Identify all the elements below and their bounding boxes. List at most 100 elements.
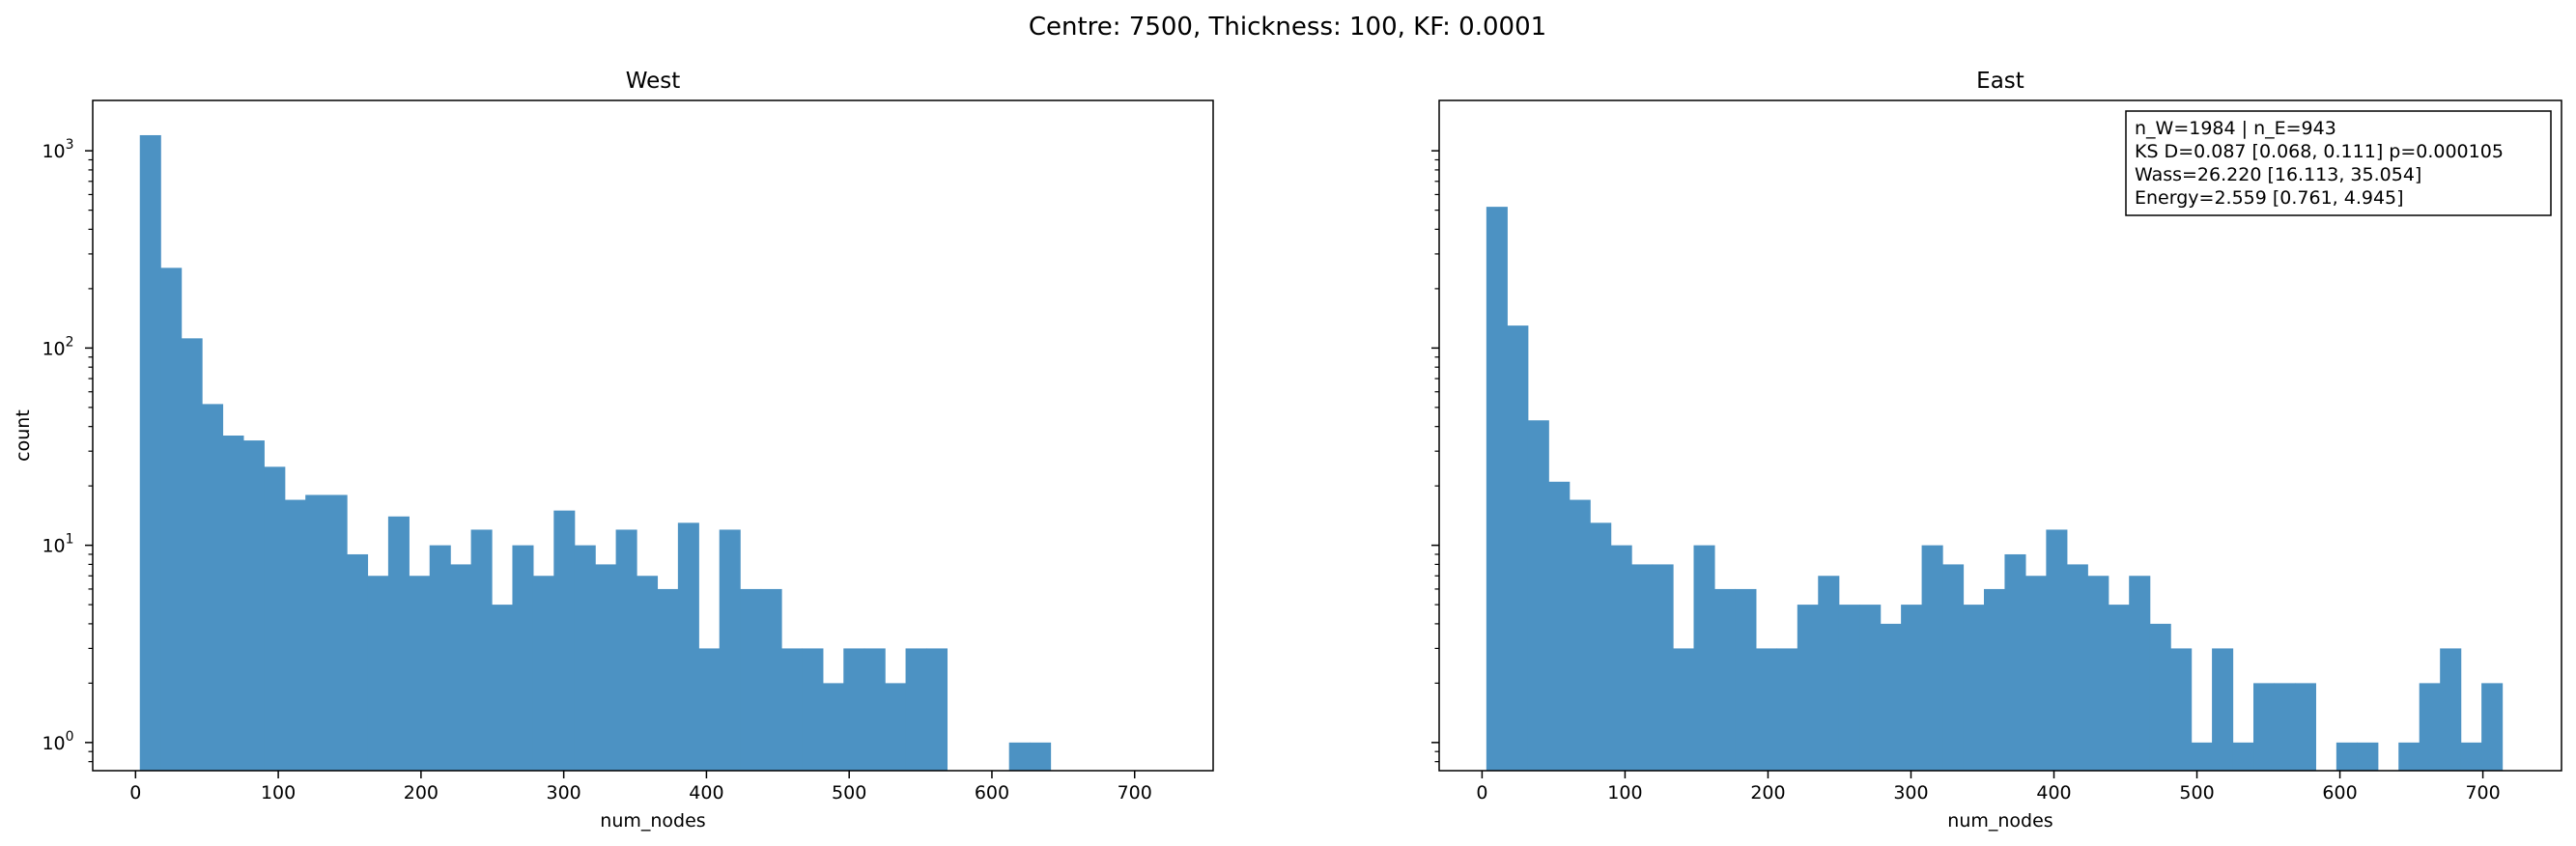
- west-bar: [885, 683, 907, 771]
- east-bar: [1610, 545, 1632, 771]
- east-x-tick-label: 600: [2322, 782, 2357, 804]
- east-bar: [1797, 605, 1819, 771]
- west-x-tick-label: 600: [975, 782, 1009, 804]
- east-bar: [2191, 742, 2213, 771]
- east-x-tick-label: 0: [1476, 782, 1487, 804]
- east-x-tick-label: 100: [1607, 782, 1642, 804]
- west-bar: [780, 648, 804, 771]
- west-x-axis: 0 100 200 300 400 500 600 700: [129, 771, 1152, 804]
- west-bar: [760, 588, 782, 771]
- east-stats-box: n_W=1984 | n_E=943 KS D=0.087 [0.068, 0.…: [2125, 110, 2552, 216]
- west-bar: [367, 576, 389, 771]
- west-bar: [429, 545, 451, 771]
- east-bar: [1963, 605, 1985, 771]
- west-bar: [925, 648, 948, 771]
- west-bar: [326, 494, 348, 771]
- east-bar: [1693, 545, 1715, 771]
- east-bar: [2398, 742, 2420, 771]
- east-x-tick-label: 700: [2465, 782, 2500, 804]
- east-bar: [1527, 420, 1549, 771]
- east-bar: [1838, 605, 1860, 771]
- west-x-tick-label: 400: [689, 782, 723, 804]
- west-bar: [802, 648, 824, 771]
- west-y-tick-label: 101: [42, 532, 73, 557]
- east-bar: [2212, 648, 2234, 771]
- east-bar: [1713, 588, 1737, 771]
- east-bar: [2294, 683, 2316, 771]
- east-axes-frame: [1438, 99, 2562, 772]
- east-x-tick-label: 300: [1893, 782, 1928, 804]
- east-x-tick-label: 200: [1750, 782, 1785, 804]
- east-x-tick-label: 500: [2179, 782, 2214, 804]
- west-bar: [553, 510, 576, 771]
- east-bar: [1942, 564, 1965, 771]
- east-bar: [2066, 564, 2088, 771]
- east-bar: [2481, 683, 2504, 771]
- west-bar: [657, 588, 679, 771]
- east-bar: [2149, 623, 2171, 771]
- east-bar: [1631, 564, 1654, 771]
- west-x-tick-label: 500: [832, 782, 866, 804]
- stats-line-wasserstein: Wass=26.220 [16.113, 35.054]: [2135, 164, 2421, 185]
- east-bar: [1486, 207, 1508, 771]
- east-title: East: [1976, 69, 2024, 94]
- east-bar: [2108, 605, 2130, 771]
- west-bar: [409, 576, 431, 771]
- east-histogram-bars: [1486, 207, 2504, 771]
- east-bar: [1755, 648, 1777, 771]
- east-bar: [1818, 576, 1840, 771]
- west-bar: [305, 494, 327, 771]
- west-y-tick-label: 100: [42, 729, 73, 754]
- west-bar: [677, 522, 699, 771]
- west-x-tick-label: 300: [547, 782, 581, 804]
- east-bar: [2419, 683, 2441, 771]
- west-bar: [242, 440, 265, 771]
- east-bar: [1652, 564, 1674, 771]
- west-bar: [615, 529, 637, 771]
- west-bar: [905, 648, 927, 771]
- east-x-label: num_nodes: [1947, 810, 2052, 832]
- west-bar: [595, 564, 617, 771]
- west-y-axis: 100 101 102 103: [42, 137, 93, 763]
- east-bar: [2170, 648, 2193, 771]
- east-bar: [1507, 325, 1529, 771]
- east-bar: [2253, 683, 2276, 771]
- west-bar: [450, 564, 472, 771]
- west-x-tick-label: 700: [1118, 782, 1152, 804]
- west-bar: [1008, 742, 1031, 771]
- west-bar: [822, 683, 844, 771]
- west-bar: [512, 545, 534, 771]
- east-bar: [2087, 576, 2109, 771]
- panel-west: West 0 100 200 300 400 500 600 700 100 101 102 103…: [13, 69, 1214, 832]
- west-bar: [843, 648, 865, 771]
- east-bar: [2004, 553, 2026, 771]
- east-bar: [2357, 742, 2379, 771]
- east-bar: [1569, 499, 1591, 771]
- west-bar: [264, 466, 286, 771]
- east-bar: [1548, 481, 1571, 771]
- west-x-label: num_nodes: [600, 810, 705, 832]
- west-bar: [532, 576, 554, 771]
- stats-line-counts: n_W=1984 | n_E=943: [2135, 118, 2336, 139]
- east-bar: [2335, 742, 2358, 771]
- east-bar: [1921, 545, 1943, 771]
- stats-box-frame: [2125, 110, 2552, 216]
- east-bar: [1983, 588, 2006, 771]
- west-y-tick-label: 102: [42, 334, 73, 359]
- stats-line-ks: KS D=0.087 [0.068, 0.111] p=0.000105: [2135, 141, 2504, 162]
- west-bar: [470, 529, 493, 771]
- west-bar: [719, 529, 741, 771]
- west-axes-frame: [92, 99, 1214, 772]
- west-bar: [284, 499, 306, 771]
- west-bar: [492, 605, 514, 771]
- east-bar: [2024, 576, 2047, 771]
- west-title: West: [626, 69, 681, 94]
- east-bar: [1590, 522, 1612, 771]
- east-bar: [2232, 742, 2254, 771]
- east-bar: [2129, 576, 2151, 771]
- east-bar: [1859, 605, 1882, 771]
- west-bar: [181, 338, 203, 771]
- west-bar: [1030, 742, 1052, 771]
- west-bar: [222, 436, 244, 771]
- west-bar: [387, 516, 410, 771]
